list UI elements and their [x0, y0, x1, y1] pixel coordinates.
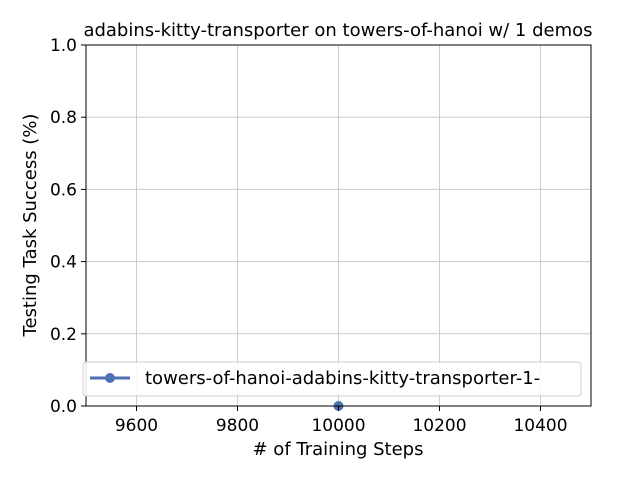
grid	[86, 44, 591, 407]
y-tick-label: 0.2	[50, 325, 77, 345]
legend-label: towers-of-hanoi-adabins-kitty-transporte…	[145, 368, 540, 389]
x-tick-label: 10000	[311, 416, 365, 436]
x-tick-label: 9600	[115, 416, 158, 436]
y-tick-label: 0.4	[50, 253, 77, 273]
y-tick-label: 0.8	[50, 108, 77, 128]
x-axis-label: # of Training Steps	[253, 439, 424, 460]
x-tick-label: 10400	[513, 416, 567, 436]
y-tick-label: 0.6	[50, 180, 77, 200]
legend: towers-of-hanoi-adabins-kitty-transporte…	[82, 361, 582, 397]
chart-title: adabins-kitty-transporter on towers-of-h…	[83, 20, 592, 41]
y-tick-label: 1.0	[50, 36, 77, 56]
x-tick-label: 10200	[412, 416, 466, 436]
y-tick-label: 0.0	[50, 397, 77, 417]
legend-box	[82, 361, 582, 397]
y-axis-ticks: 0.0 0.2 0.4 0.6 0.8 1.0	[50, 36, 86, 417]
x-axis-ticks: 9600 9800 10000 10200 10400	[115, 406, 568, 436]
x-tick-label: 9800	[216, 416, 259, 436]
legend-marker	[105, 373, 115, 383]
y-axis-label: Testing Task Success (%)	[20, 114, 41, 338]
